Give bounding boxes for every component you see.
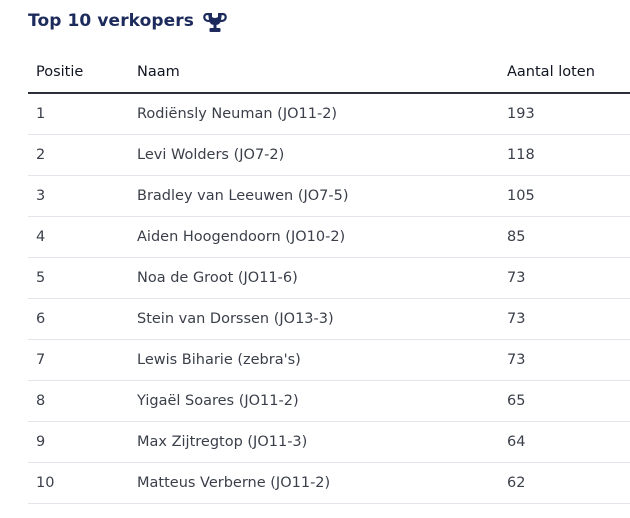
- cell-aantal: 73: [507, 339, 630, 381]
- table-row: 3 Bradley van Leeuwen (JO7-5) 105: [28, 175, 630, 217]
- cell-positie: 7: [28, 339, 137, 381]
- section-header: Top 10 verkopers: [28, 6, 228, 36]
- cell-positie: 2: [28, 134, 137, 176]
- table-row: 9 Max Zijtregtop (JO11-3) 64: [28, 421, 630, 463]
- cell-positie: 1: [28, 93, 137, 135]
- column-header-naam: Naam: [137, 52, 507, 94]
- cell-naam: Rodiënsly Neuman (JO11-2): [137, 93, 507, 135]
- cell-aantal: 64: [507, 421, 630, 463]
- cell-aantal: 65: [507, 380, 630, 422]
- top-sellers-table: Positie Naam Aantal loten 1 Rodiënsly Ne…: [28, 52, 630, 504]
- column-header-positie: Positie: [28, 52, 137, 94]
- cell-naam: Matteus Verberne (JO11-2): [137, 462, 507, 504]
- table-header-row: Positie Naam Aantal loten: [28, 52, 630, 94]
- cell-aantal: 193: [507, 93, 630, 135]
- cell-positie: 6: [28, 298, 137, 340]
- table-row: 6 Stein van Dorssen (JO13-3) 73: [28, 298, 630, 340]
- cell-naam: Noa de Groot (JO11-6): [137, 257, 507, 299]
- cell-aantal: 62: [507, 462, 630, 504]
- cell-aantal: 105: [507, 175, 630, 217]
- table-row: 8 Yigaël Soares (JO11-2) 65: [28, 380, 630, 422]
- table-row: 4 Aiden Hoogendoorn (JO10-2) 85: [28, 216, 630, 258]
- column-header-aantal-loten: Aantal loten: [507, 52, 630, 94]
- table-row: 7 Lewis Biharie (zebra's) 73: [28, 339, 630, 381]
- cell-naam: Aiden Hoogendoorn (JO10-2): [137, 216, 507, 258]
- cell-aantal: 118: [507, 134, 630, 176]
- cell-naam: Bradley van Leeuwen (JO7-5): [137, 175, 507, 217]
- cell-naam: Yigaël Soares (JO11-2): [137, 380, 507, 422]
- cell-aantal: 73: [507, 257, 630, 299]
- cell-naam: Lewis Biharie (zebra's): [137, 339, 507, 381]
- cell-naam: Levi Wolders (JO7-2): [137, 134, 507, 176]
- cell-aantal: 85: [507, 216, 630, 258]
- cell-positie: 3: [28, 175, 137, 217]
- trophy-icon: [202, 8, 228, 34]
- cell-positie: 5: [28, 257, 137, 299]
- cell-naam: Max Zijtregtop (JO11-3): [137, 421, 507, 463]
- table-row: 2 Levi Wolders (JO7-2) 118: [28, 134, 630, 176]
- table-row: 5 Noa de Groot (JO11-6) 73: [28, 257, 630, 299]
- table-row: 1 Rodiënsly Neuman (JO11-2) 193: [28, 93, 630, 135]
- page-title: Top 10 verkopers: [28, 11, 195, 31]
- cell-positie: 4: [28, 216, 137, 258]
- cell-positie: 8: [28, 380, 137, 422]
- cell-aantal: 73: [507, 298, 630, 340]
- cell-positie: 9: [28, 421, 137, 463]
- cell-naam: Stein van Dorssen (JO13-3): [137, 298, 507, 340]
- table-row: 10 Matteus Verberne (JO11-2) 62: [28, 462, 630, 504]
- cell-positie: 10: [28, 462, 137, 504]
